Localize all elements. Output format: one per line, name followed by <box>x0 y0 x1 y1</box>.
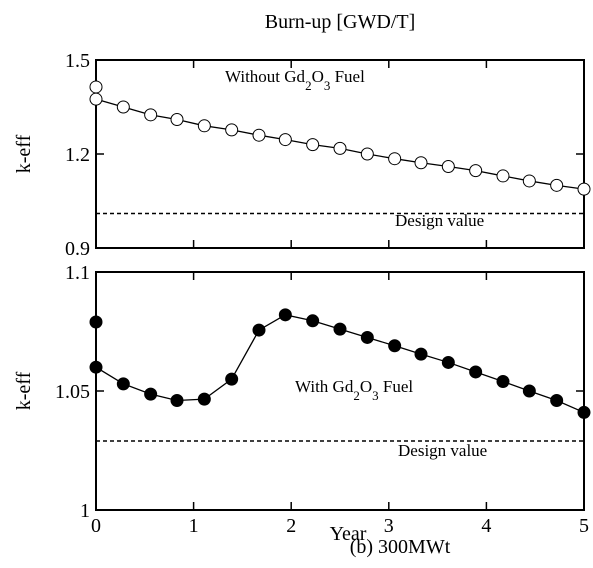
x2-axis-label: Burn-up [GWD/T] <box>265 11 416 33</box>
y-axis-label: k-eff <box>13 134 35 173</box>
data-point <box>388 152 402 166</box>
data-point <box>306 138 320 152</box>
data-point <box>577 405 591 419</box>
data-point <box>441 160 455 174</box>
data-point <box>414 347 428 361</box>
design-label: Design value <box>395 211 484 230</box>
data-point <box>388 339 402 353</box>
data-point <box>278 133 292 147</box>
data-point <box>116 100 130 114</box>
data-point <box>225 372 239 386</box>
x-axis-label: Year <box>330 523 367 545</box>
data-point <box>89 92 103 106</box>
data-point <box>278 308 292 322</box>
x-tick-label: 2 <box>286 515 296 537</box>
data-point <box>360 330 374 344</box>
y-axis-label: k-eff <box>13 371 35 410</box>
data-point <box>441 355 455 369</box>
data-point <box>225 123 239 137</box>
x-tick-label: 4 <box>481 515 491 537</box>
data-point <box>333 141 347 155</box>
data-point <box>170 113 184 127</box>
data-point <box>144 387 158 401</box>
data-point <box>469 365 483 379</box>
annotation: Without Gd2O3 Fuel <box>225 67 365 93</box>
data-point <box>89 80 103 94</box>
y-tick-label: 1 <box>80 500 90 522</box>
y-tick-label: 1.1 <box>65 262 90 284</box>
data-point <box>116 377 130 391</box>
data-point <box>197 119 211 133</box>
caption: (b) 300MWt <box>350 536 451 558</box>
design-label: Design value <box>398 441 487 460</box>
annotation: With Gd2O3 Fuel <box>295 377 413 403</box>
data-point <box>360 147 374 161</box>
data-point <box>306 314 320 328</box>
data-point <box>522 174 536 188</box>
data-point <box>496 169 510 183</box>
x-tick-label: 3 <box>384 515 394 537</box>
data-point <box>469 164 483 178</box>
data-point <box>89 315 103 329</box>
data-point <box>496 374 510 388</box>
data-point <box>333 322 347 336</box>
y-tick-label: 0.9 <box>65 238 90 260</box>
data-point <box>550 394 564 408</box>
data-point <box>197 392 211 406</box>
data-point <box>577 182 591 196</box>
x-tick-label: 1 <box>189 515 199 537</box>
data-point <box>252 128 266 142</box>
data-point <box>144 108 158 122</box>
y-tick-label: 1.5 <box>65 50 90 72</box>
x-tick-label: 0 <box>91 515 101 537</box>
data-point <box>252 323 266 337</box>
data-point <box>414 156 428 170</box>
y-tick-label: 1.05 <box>55 381 90 403</box>
data-point <box>550 178 564 192</box>
series-line <box>95 86 585 190</box>
data-point <box>170 394 184 408</box>
y-tick-label: 1.2 <box>65 144 90 166</box>
data-point <box>522 384 536 398</box>
x-tick-label: 5 <box>579 515 589 537</box>
data-point <box>89 360 103 374</box>
